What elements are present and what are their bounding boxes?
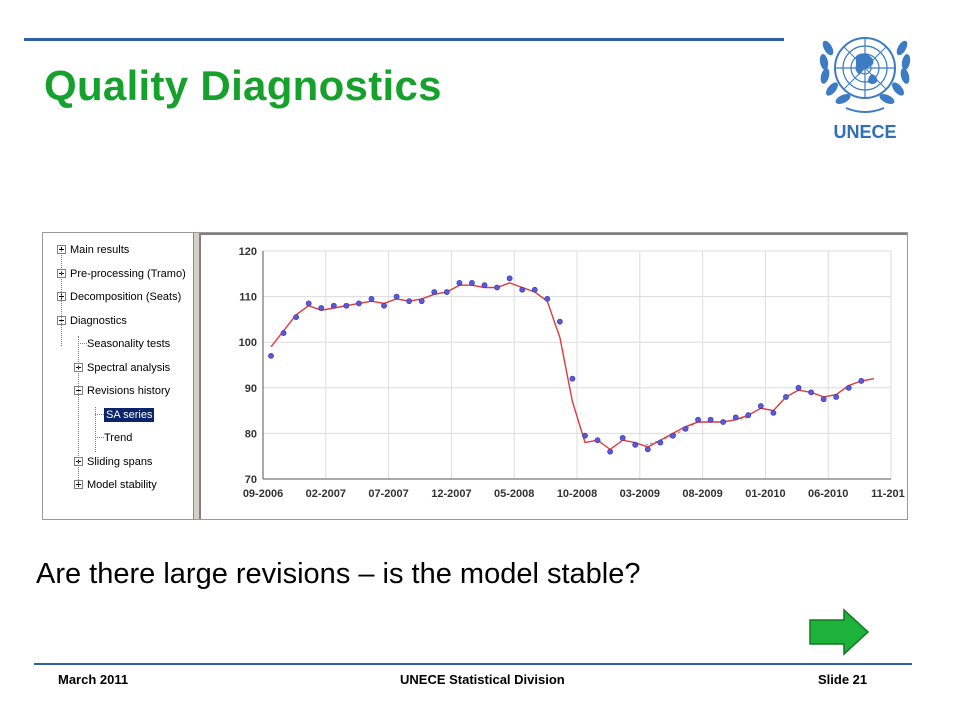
- x-tick-label: 03-2009: [620, 488, 660, 500]
- x-tick-label: 10-2008: [557, 488, 597, 500]
- revision-point: [845, 384, 852, 391]
- un-emblem-logo: UNECE: [806, 18, 924, 148]
- revision-point: [280, 330, 287, 336]
- revision-point: [368, 295, 375, 302]
- tree-guide-line: [61, 250, 62, 346]
- revisions-history-chart: 120 110 100 90 80 70 09-2006 02-2007 07-2007 12-2…: [239, 246, 911, 500]
- revision-point: [456, 280, 463, 286]
- tree-item[interactable]: Model stability: [87, 479, 157, 491]
- application-screenshot: Main results Pre-processing (Tramo) Decomp…: [42, 232, 911, 520]
- revision-point: [293, 314, 300, 321]
- tree-connector: [95, 413, 104, 415]
- tree-item[interactable]: Decomposition (Seats): [70, 291, 182, 303]
- question-text: Are there large revisions – is the model…: [36, 558, 641, 590]
- revision-point: [582, 432, 588, 439]
- revision-point: [569, 375, 576, 382]
- revision-point: [481, 282, 488, 289]
- un-emblem-icon: [819, 37, 911, 113]
- revision-point: [381, 302, 387, 309]
- revision-point: [594, 437, 601, 444]
- tree-connector: [95, 437, 104, 438]
- revision-point: [808, 389, 814, 396]
- y-tick-label: 100: [239, 337, 257, 349]
- tree-item[interactable]: Spectral analysis: [87, 361, 171, 374]
- x-tick-label: 07-2007: [368, 488, 408, 500]
- navigation-tree: Main results Pre-processing (Tramo) Decomp…: [43, 233, 194, 519]
- revision-point: [644, 446, 651, 453]
- y-tick-label: 120: [239, 246, 257, 258]
- x-tick-label: 01-2010: [745, 488, 785, 500]
- revision-point: [858, 378, 865, 384]
- revision-point: [330, 302, 337, 309]
- y-tick-label: 70: [245, 474, 257, 486]
- y-tick-label: 110: [239, 292, 257, 304]
- revision-point: [707, 416, 714, 423]
- revision-point: [795, 384, 802, 391]
- revision-point: [356, 300, 362, 307]
- revision-point: [783, 394, 789, 400]
- footer-organization: UNECE Statistical Division: [400, 672, 565, 687]
- revision-point: [770, 409, 777, 416]
- revision-point: [393, 293, 400, 300]
- x-tick-label: 12-2007: [431, 488, 471, 500]
- top-rule: [24, 38, 784, 41]
- revision-point: [406, 298, 413, 305]
- revision-point: [682, 425, 689, 432]
- tree-item[interactable]: Main results: [70, 244, 130, 256]
- logo-text: UNECE: [833, 122, 897, 142]
- revision-point: [318, 305, 325, 311]
- x-tick-label: 06-2010: [808, 488, 848, 500]
- revision-point: [695, 416, 701, 423]
- x-tick-label: 09-2006: [243, 488, 283, 500]
- revision-point: [506, 275, 513, 282]
- revision-point: [732, 414, 739, 421]
- revision-point: [670, 432, 676, 439]
- revision-point: [494, 284, 500, 291]
- final-sa-series-line: [270, 282, 875, 451]
- x-tick-label: 05-2008: [494, 488, 534, 500]
- revision-point: [418, 298, 425, 305]
- tree-item[interactable]: Pre-processing (Tramo): [70, 267, 186, 280]
- slide-title: Quality Diagnostics: [44, 62, 442, 109]
- y-tick-label: 90: [245, 383, 257, 395]
- revision-point: [833, 394, 840, 400]
- x-tick-label: 02-2007: [306, 488, 346, 500]
- footer-slide-number: Slide 21: [818, 672, 868, 687]
- bottom-rule: [34, 663, 912, 665]
- next-slide-arrow-icon[interactable]: [808, 608, 870, 656]
- revision-point: [531, 286, 538, 293]
- footer-date: March 2011: [58, 672, 129, 687]
- revision-point: [431, 289, 438, 295]
- revision-point: [519, 286, 526, 293]
- revision-point: [343, 302, 350, 309]
- tree-guide-line: [78, 336, 79, 486]
- revision-point: [469, 280, 475, 286]
- revised-series-line: [635, 416, 749, 446]
- revision-point: [544, 295, 551, 302]
- revision-point: [757, 403, 764, 409]
- revision-point: [632, 441, 639, 448]
- revisions-chart-panel: 120 110 100 90 80 70 09-2006 02-2007 07-2007 12-2…: [199, 233, 911, 519]
- revision-point: [619, 435, 626, 441]
- revision-point: [556, 318, 563, 325]
- revision-point: [657, 439, 664, 446]
- tree-item[interactable]: Trend: [104, 432, 133, 444]
- revision-point: [720, 419, 727, 425]
- revision-point: [305, 300, 312, 307]
- revision-point: [820, 396, 827, 403]
- tree-item[interactable]: Sliding spans: [87, 455, 153, 468]
- y-tick-label: 80: [245, 428, 257, 440]
- tree-item[interactable]: Seasonality tests: [87, 338, 171, 350]
- tree-connector: [78, 343, 87, 344]
- revision-point: [443, 289, 450, 295]
- x-tick-label: 11-2010: [871, 488, 905, 500]
- x-tick-label: 08-2009: [682, 488, 722, 500]
- tree-item[interactable]: Diagnostics: [70, 314, 127, 327]
- revision-point: [745, 412, 752, 419]
- tree-item[interactable]: SA series: [104, 407, 155, 422]
- tree-item[interactable]: Revisions history: [87, 385, 171, 397]
- tree-guide-line: [95, 407, 96, 452]
- revision-point: [607, 448, 614, 455]
- revision-point: [268, 352, 274, 359]
